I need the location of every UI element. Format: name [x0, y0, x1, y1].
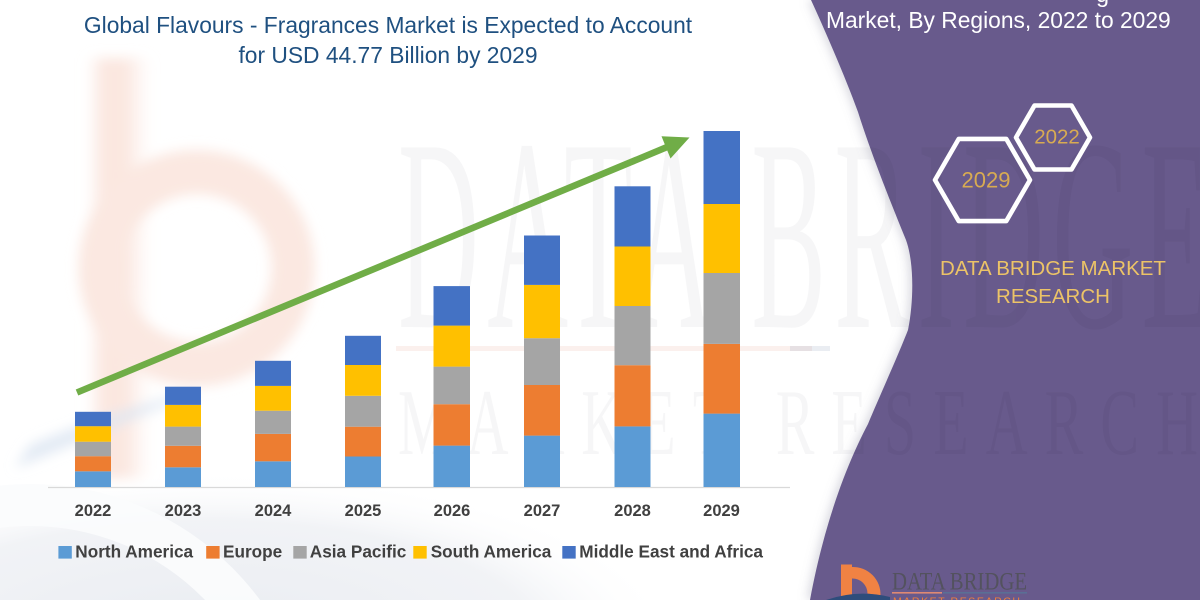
- svg-text:DATA BRIDGE MARKET: DATA BRIDGE MARKET: [940, 257, 1166, 280]
- svg-text:for USD 44.77 Billion by 2029: for USD 44.77 Billion by 2029: [238, 42, 537, 68]
- svg-text:Global Flavours - Fragrances M: Global Flavours - Fragrances Market is E…: [84, 12, 693, 38]
- svg-text:2029: 2029: [703, 502, 740, 520]
- svg-text:DATA BRIDGE: DATA BRIDGE: [892, 569, 1027, 596]
- svg-text:Europe: Europe: [223, 542, 282, 562]
- svg-text:South America: South America: [431, 542, 552, 562]
- svg-text:2029: 2029: [962, 168, 1011, 193]
- svg-text:2022: 2022: [75, 502, 112, 520]
- svg-text:2028: 2028: [614, 502, 651, 520]
- svg-text:North America: North America: [75, 542, 193, 562]
- svg-text:Market, By Regions, 2022 to 20: Market, By Regions, 2022 to 2029: [826, 7, 1171, 33]
- svg-text:2023: 2023: [165, 502, 202, 520]
- svg-text:Asia Pacific: Asia Pacific: [310, 542, 407, 562]
- svg-text:g: g: [1096, 0, 1109, 7]
- svg-text:2026: 2026: [434, 502, 471, 520]
- svg-text:2025: 2025: [345, 502, 382, 520]
- svg-text:2027: 2027: [524, 502, 561, 520]
- svg-text:2022: 2022: [1034, 126, 1080, 149]
- svg-text:Middle East and Africa: Middle East and Africa: [579, 542, 763, 562]
- svg-text:MARKET RESEARCH: MARKET RESEARCH: [893, 596, 1022, 600]
- svg-text:2024: 2024: [255, 502, 293, 520]
- svg-text:RESEARCH: RESEARCH: [996, 285, 1110, 308]
